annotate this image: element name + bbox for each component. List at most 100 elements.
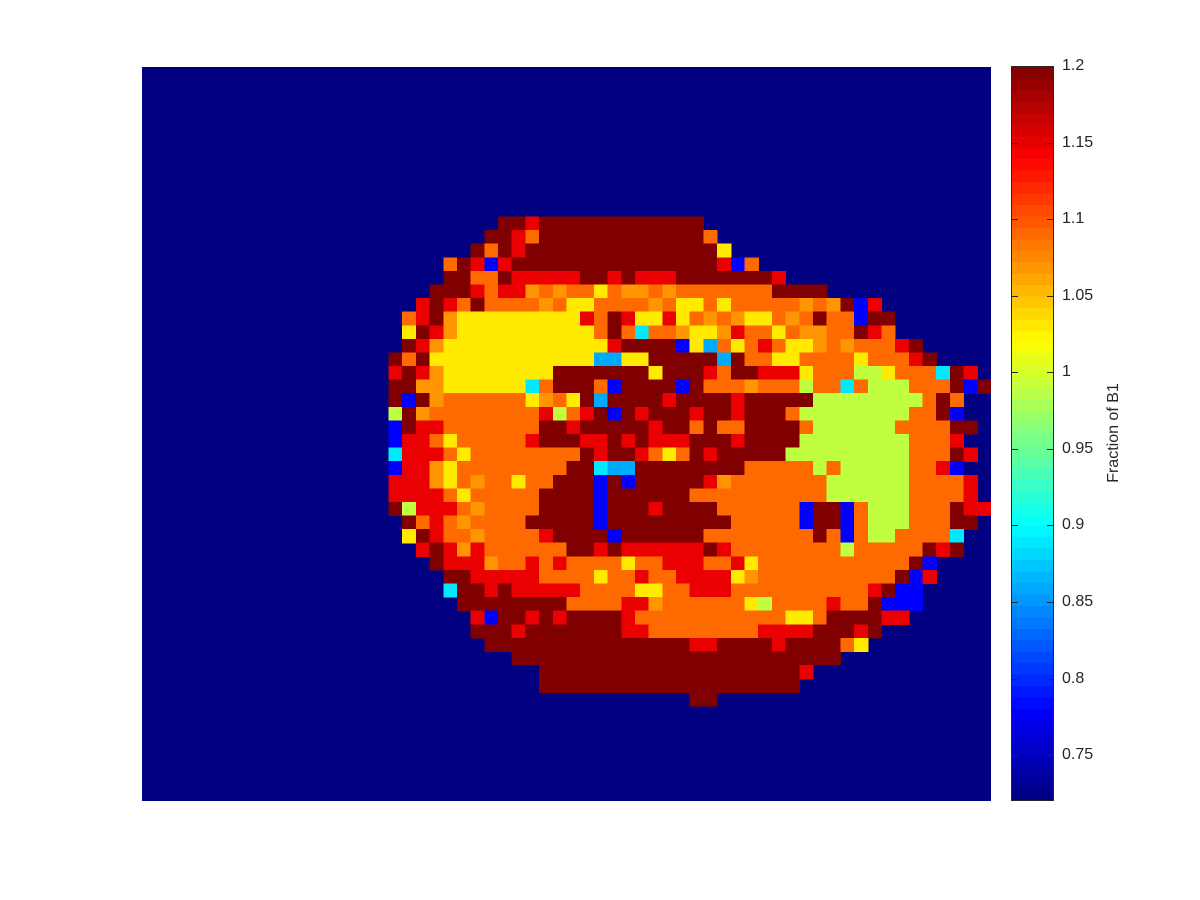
heatmap-cell — [634, 597, 650, 612]
colorbar-band — [1012, 250, 1053, 263]
heatmap-cell — [758, 325, 773, 340]
heatmap-cell — [867, 325, 883, 340]
heatmap-cell — [676, 556, 691, 571]
heatmap-cell — [689, 637, 705, 653]
heatmap-cell — [963, 366, 978, 381]
heatmap-cell — [593, 665, 609, 680]
heatmap-cell — [881, 501, 896, 517]
heatmap-cell — [525, 298, 540, 313]
heatmap-cell — [484, 569, 499, 585]
heatmap-cell — [936, 501, 951, 517]
heatmap-cell — [689, 434, 705, 449]
heatmap-cell — [607, 270, 622, 286]
heatmap-cell — [771, 597, 787, 612]
heatmap-cell — [484, 298, 499, 313]
heatmap-cell — [525, 569, 540, 585]
heatmap-cell — [580, 434, 595, 449]
heatmap-cell — [456, 501, 472, 517]
colorbar-band — [1012, 273, 1053, 286]
heatmap-cell — [552, 257, 568, 272]
heatmap-cell — [908, 461, 924, 476]
heatmap-cell — [552, 488, 568, 503]
heatmap-cell — [511, 474, 527, 489]
heatmap-cell — [689, 284, 705, 299]
heatmap-cell — [867, 298, 883, 313]
heatmap-cell — [717, 501, 732, 517]
heatmap-cell — [456, 556, 472, 571]
heatmap-cell — [676, 637, 691, 653]
heatmap-cell — [456, 284, 472, 299]
heatmap-cell — [799, 434, 814, 449]
heatmap-cell — [703, 665, 718, 680]
heatmap-cell — [498, 447, 513, 462]
colorbar-band — [1012, 318, 1053, 332]
heatmap-cell — [703, 583, 718, 598]
heatmap-cell — [552, 325, 568, 340]
heatmap-cell — [854, 474, 869, 489]
heatmap-cell — [525, 230, 540, 245]
heatmap-cell — [771, 393, 787, 408]
colorbar-tick — [1012, 448, 1018, 450]
heatmap-cell — [484, 352, 499, 367]
heatmap-cell — [812, 501, 828, 517]
heatmap-cell — [867, 597, 883, 612]
colorbar-tick-label: 0.9 — [1062, 516, 1085, 534]
heatmap-cell — [703, 610, 718, 625]
colorbar-gradient — [1012, 67, 1053, 800]
heatmap-cell — [580, 230, 595, 245]
heatmap-cell — [771, 420, 787, 435]
heatmap-cell — [443, 434, 458, 449]
heatmap-cell — [744, 393, 759, 408]
heatmap-cell — [703, 420, 718, 435]
heatmap-cell — [498, 461, 513, 476]
colorbar-band — [1012, 628, 1053, 641]
heatmap-cell — [662, 406, 677, 421]
colorbar-tick — [1012, 295, 1018, 297]
heatmap-cell — [470, 529, 485, 544]
heatmap-svg — [142, 67, 991, 801]
heatmap-cell — [648, 325, 663, 340]
heatmap-cell — [552, 515, 568, 530]
heatmap-cell — [484, 583, 499, 598]
heatmap-cell — [580, 284, 595, 299]
heatmap-cell — [812, 379, 828, 394]
heatmap-cell — [511, 529, 527, 544]
heatmap-cell — [730, 678, 746, 693]
heatmap-cell — [634, 529, 650, 544]
heatmap-cell — [429, 325, 444, 340]
colorbar-tick — [1047, 448, 1053, 450]
heatmap-cell — [498, 325, 513, 340]
heatmap-cell — [922, 461, 937, 476]
colorbar-tick — [1047, 601, 1053, 603]
colorbar-band — [1012, 674, 1053, 687]
heatmap-cell — [840, 637, 855, 653]
heatmap-cell — [539, 488, 554, 503]
heatmap-cell — [456, 434, 472, 449]
heatmap-cell — [443, 501, 458, 517]
heatmap-cell — [607, 352, 622, 367]
heatmap-cell — [936, 379, 951, 394]
heatmap-cell — [826, 624, 841, 639]
colorbar-band — [1012, 353, 1053, 366]
heatmap-cell — [621, 556, 636, 571]
heatmap-cell — [484, 637, 499, 653]
heatmap-cell — [443, 420, 458, 435]
heatmap-cell — [703, 352, 718, 367]
heatmap-cell — [511, 447, 527, 462]
heatmap-cell — [648, 637, 663, 653]
heatmap-cell — [703, 311, 718, 326]
heatmap-cell — [566, 637, 581, 653]
colorbar-band — [1012, 685, 1053, 698]
heatmap-cell — [662, 678, 677, 693]
heatmap-cell — [689, 651, 705, 666]
heatmap-cell — [470, 515, 485, 530]
colorbar-tick-label: 1 — [1062, 363, 1071, 381]
colorbar-band — [1012, 170, 1053, 183]
heatmap-cell — [511, 420, 527, 435]
heatmap-cell — [484, 515, 499, 530]
heatmap-cell — [456, 311, 472, 326]
heatmap-cell — [963, 447, 978, 462]
heatmap-cell — [470, 366, 485, 381]
heatmap-cell — [826, 298, 841, 313]
heatmap-cell — [744, 298, 759, 313]
